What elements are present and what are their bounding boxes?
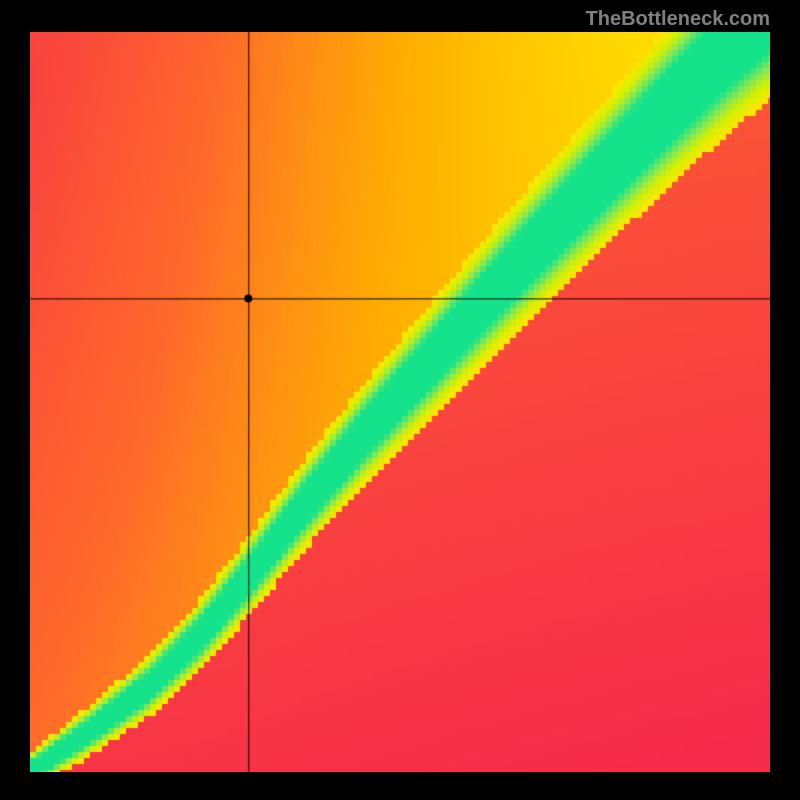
heatmap-canvas [30, 32, 770, 772]
heatmap-plot [30, 32, 770, 772]
watermark-text: TheBottleneck.com [586, 8, 770, 31]
